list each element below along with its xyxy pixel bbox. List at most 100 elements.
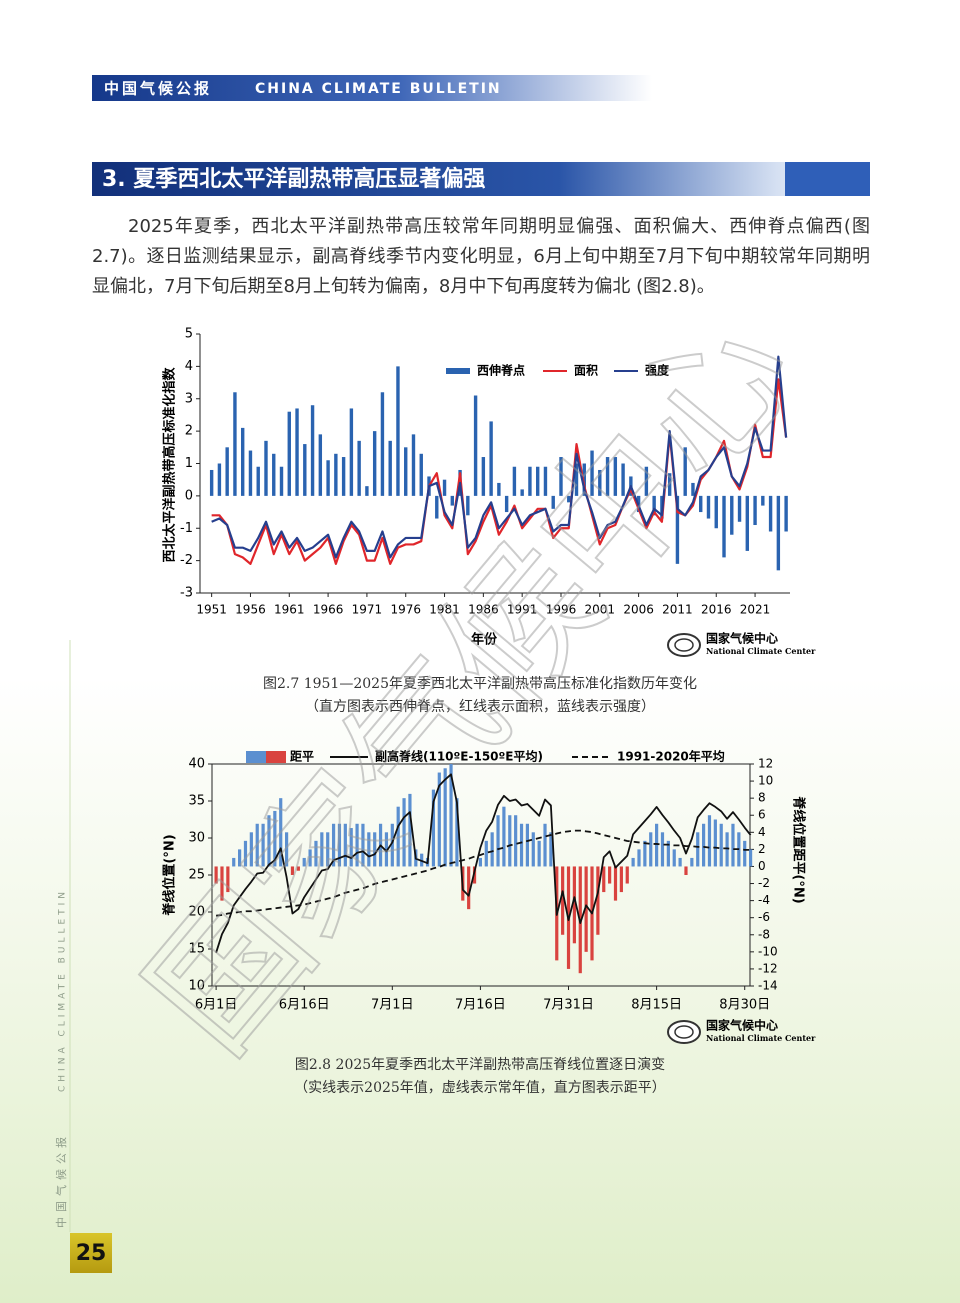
bar [343,823,347,867]
bar [290,866,295,875]
bar [248,450,253,496]
bar [613,457,618,496]
legend-label: 西伸脊点 [477,363,525,378]
bar [226,866,230,893]
x-tick-label: 7月1日 [371,998,414,1013]
bar [691,482,695,496]
bar [707,815,712,867]
bar [598,469,602,496]
watermark: 国家气候中心 [116,283,828,1084]
bar [667,473,672,496]
bar [502,806,506,867]
bar [644,466,649,496]
bar [743,840,747,867]
section-bar [92,162,870,196]
bar [314,840,318,867]
bar [725,832,729,867]
bar [696,832,700,867]
bar [655,823,659,867]
y2-axis-title: 脊线位置距平(°N) [791,795,807,903]
bar [643,840,647,867]
legend-swatch [266,751,286,763]
bar [672,849,676,867]
bar [572,866,576,944]
y-tick-label: 15 [188,942,205,957]
bar [326,832,330,867]
legend-swatch [446,368,470,374]
bar [279,466,284,496]
bar [249,832,253,867]
bar [561,866,565,935]
bar [528,466,532,496]
bar [596,866,600,935]
sidebar-cn: 中国气候公报 [54,1132,68,1228]
y2-tick-label: -8 [758,927,770,941]
logo-emblem [667,1020,701,1044]
bar [683,447,687,496]
x-tick-label: 1971 [352,603,383,617]
logo-emblem-inner [674,638,694,652]
x-tick-label: 2006 [623,603,654,617]
bar [404,447,408,496]
bar [730,495,734,535]
bar [761,495,765,506]
bar [768,495,773,532]
bar [287,411,291,496]
x-tick-label: 2021 [740,603,771,617]
y-tick-label: 3 [185,391,193,406]
bar [590,450,594,496]
bar [240,427,245,496]
bar [699,495,703,513]
bar [467,866,471,910]
x-tick-label: 1981 [429,603,460,617]
bar [613,866,618,901]
bar [481,457,486,496]
legend-label: 面积 [574,363,598,378]
y2-tick-label: 0 [758,859,766,873]
bar [776,495,781,571]
y-axis-title: 西北太平洋副热带高压标准化指数 [162,367,178,563]
y-tick-label: 40 [188,757,205,772]
bar [220,866,224,901]
legend-label: 1991-2020年平均 [617,749,725,764]
bar [326,460,330,496]
bar [318,434,323,496]
y-axis-title: 脊线位置(°N) [162,834,178,916]
bar [384,832,389,867]
bar [261,823,265,867]
y2-tick-label: 10 [758,774,773,788]
bar [273,810,277,867]
y-tick-label: 30 [188,831,205,846]
y-tick-label: 4 [185,359,193,374]
bar [745,495,750,551]
source-en: National Climate Center [706,1033,816,1043]
bar [489,421,493,496]
bar [214,866,218,884]
y2-tick-label: -6 [758,910,770,924]
source-cn: 国家气候中心 [706,1018,778,1033]
bar [520,489,524,496]
bar [678,857,682,867]
bar [605,457,610,496]
bar [419,453,423,496]
x-tick-label: 7月31日 [543,998,594,1013]
logo-emblem-inner [674,1025,694,1039]
bar [497,482,501,496]
bar [652,495,656,516]
y-tick-label: 10 [188,979,205,994]
bar [784,495,788,532]
line [215,829,751,917]
bar [357,440,361,496]
bar [631,857,635,867]
bar [525,823,529,867]
bar [535,466,540,496]
bar [431,789,436,867]
y-tick-label: 0 [185,488,193,503]
bar [675,495,680,564]
legend-label: 副高脊线(110ºE-150ºE平均) [375,749,543,764]
bar [519,823,524,867]
bar [737,495,742,522]
bar [551,495,555,509]
